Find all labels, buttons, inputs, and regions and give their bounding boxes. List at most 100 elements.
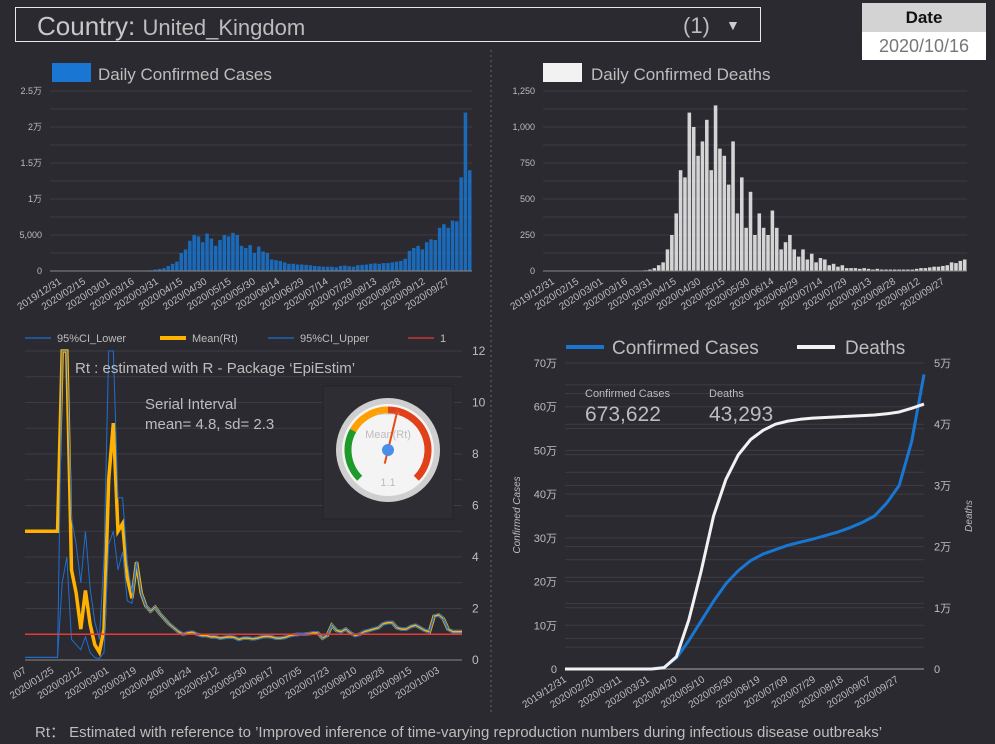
- bar: [390, 262, 394, 271]
- bar: [295, 264, 300, 271]
- bar: [399, 260, 403, 271]
- bar: [792, 249, 797, 271]
- y-tick-label: 0: [472, 653, 479, 667]
- bar: [962, 259, 967, 271]
- bar: [416, 245, 420, 271]
- deaths-line: [565, 402, 925, 671]
- bar: [455, 221, 459, 271]
- bar: [818, 258, 823, 271]
- cases-legend-swatch: [52, 63, 91, 82]
- y-tick-label: 20万: [534, 577, 557, 589]
- y-tick-label: 70万: [534, 358, 557, 370]
- y-tick-label: 10万: [534, 620, 557, 632]
- bar: [748, 191, 753, 271]
- bar: [936, 266, 941, 271]
- bar: [665, 249, 670, 271]
- y-tick-label: 2.5万: [20, 86, 42, 96]
- bar: [407, 250, 412, 271]
- bar: [412, 247, 416, 271]
- bar: [740, 177, 744, 271]
- ci-lower-line: [25, 531, 462, 660]
- bar: [656, 265, 661, 271]
- bar: [906, 269, 910, 271]
- y-tick-label: 1.5万: [20, 158, 42, 168]
- bar: [823, 259, 827, 271]
- bar: [726, 184, 731, 271]
- y-tick-label: 50万: [534, 445, 557, 457]
- bar: [153, 269, 158, 271]
- y2-tick-label: 4万: [934, 419, 951, 431]
- bar: [670, 235, 674, 271]
- bar: [844, 268, 849, 271]
- rt-subtitle: Rt : estimated with R - Package ‘EpiEsti…: [75, 360, 355, 377]
- kpi-deaths-label: Deaths: [709, 388, 744, 400]
- bar: [849, 268, 853, 271]
- bar: [424, 242, 429, 271]
- bar: [705, 119, 709, 271]
- y2-tick-label: 0: [934, 664, 940, 676]
- daily-cases-chart: 05,0001万1.5万2万2.5万2019/12/312020/02/1520…: [16, 86, 472, 313]
- bar: [840, 265, 845, 271]
- bar: [779, 249, 783, 271]
- bar: [941, 265, 945, 271]
- legend-label: 95%CI_Upper: [300, 333, 369, 345]
- bar: [757, 213, 762, 271]
- x-tick-label: /07: [11, 665, 29, 682]
- bar: [218, 240, 222, 271]
- country-filter-label: Country: United_Kingdom: [37, 11, 306, 41]
- bar: [442, 224, 446, 271]
- bar: [774, 227, 779, 271]
- kpi-cases-value: 673,622: [585, 403, 661, 426]
- bar: [919, 268, 923, 271]
- country-filter-value: United_Kingdom: [142, 15, 306, 40]
- bar: [949, 262, 954, 271]
- bar: [196, 236, 201, 271]
- country-filter-dropdown[interactable]: Country: United_Kingdom (1) ▼: [15, 7, 761, 42]
- date-value[interactable]: 2020/10/16: [878, 36, 970, 56]
- bar: [325, 266, 330, 271]
- bar: [209, 238, 214, 271]
- chevron-down-icon[interactable]: ▼: [726, 17, 740, 33]
- bar: [853, 268, 858, 271]
- bar: [691, 127, 696, 271]
- bar: [269, 259, 274, 271]
- bar: [282, 262, 287, 271]
- y2-axis-title: Deaths: [964, 500, 975, 532]
- bar: [287, 263, 291, 271]
- bar: [213, 245, 218, 271]
- bar: [713, 105, 718, 272]
- bar: [330, 266, 334, 271]
- bar: [648, 269, 652, 271]
- daily-deaths-chart: 02505007501,0001,2502019/12/312020/02/15…: [509, 86, 967, 313]
- bar: [871, 269, 875, 271]
- bar: [761, 227, 766, 271]
- bar: [170, 263, 175, 271]
- bar: [700, 141, 705, 271]
- bar: [467, 170, 472, 271]
- rt-gauge: Estimated Rt Mean(Rt) 1.1: [322, 385, 454, 520]
- bar: [450, 220, 455, 271]
- country-filter-count: (1): [683, 13, 710, 38]
- date-control[interactable]: Date 2020/10/16: [862, 3, 986, 60]
- bar: [321, 266, 326, 271]
- legend-confirmed-label: Confirmed Cases: [612, 338, 759, 359]
- y-tick-label: 2万: [28, 122, 42, 132]
- deaths-chart-title: Daily Confirmed Deaths: [591, 65, 771, 84]
- bar: [801, 249, 805, 271]
- bar: [157, 268, 162, 271]
- bar: [879, 269, 884, 271]
- bar: [884, 269, 888, 271]
- bar: [459, 177, 463, 271]
- ci-upper-line: [25, 350, 462, 658]
- bar: [188, 240, 192, 271]
- bar: [347, 266, 351, 271]
- bar: [312, 265, 317, 271]
- bar: [364, 264, 369, 271]
- bar: [687, 112, 692, 271]
- bar: [175, 261, 179, 271]
- bar: [923, 268, 928, 271]
- bar: [770, 210, 775, 271]
- bar: [718, 148, 722, 271]
- y-tick-label: 250: [520, 230, 535, 240]
- bar: [652, 268, 657, 271]
